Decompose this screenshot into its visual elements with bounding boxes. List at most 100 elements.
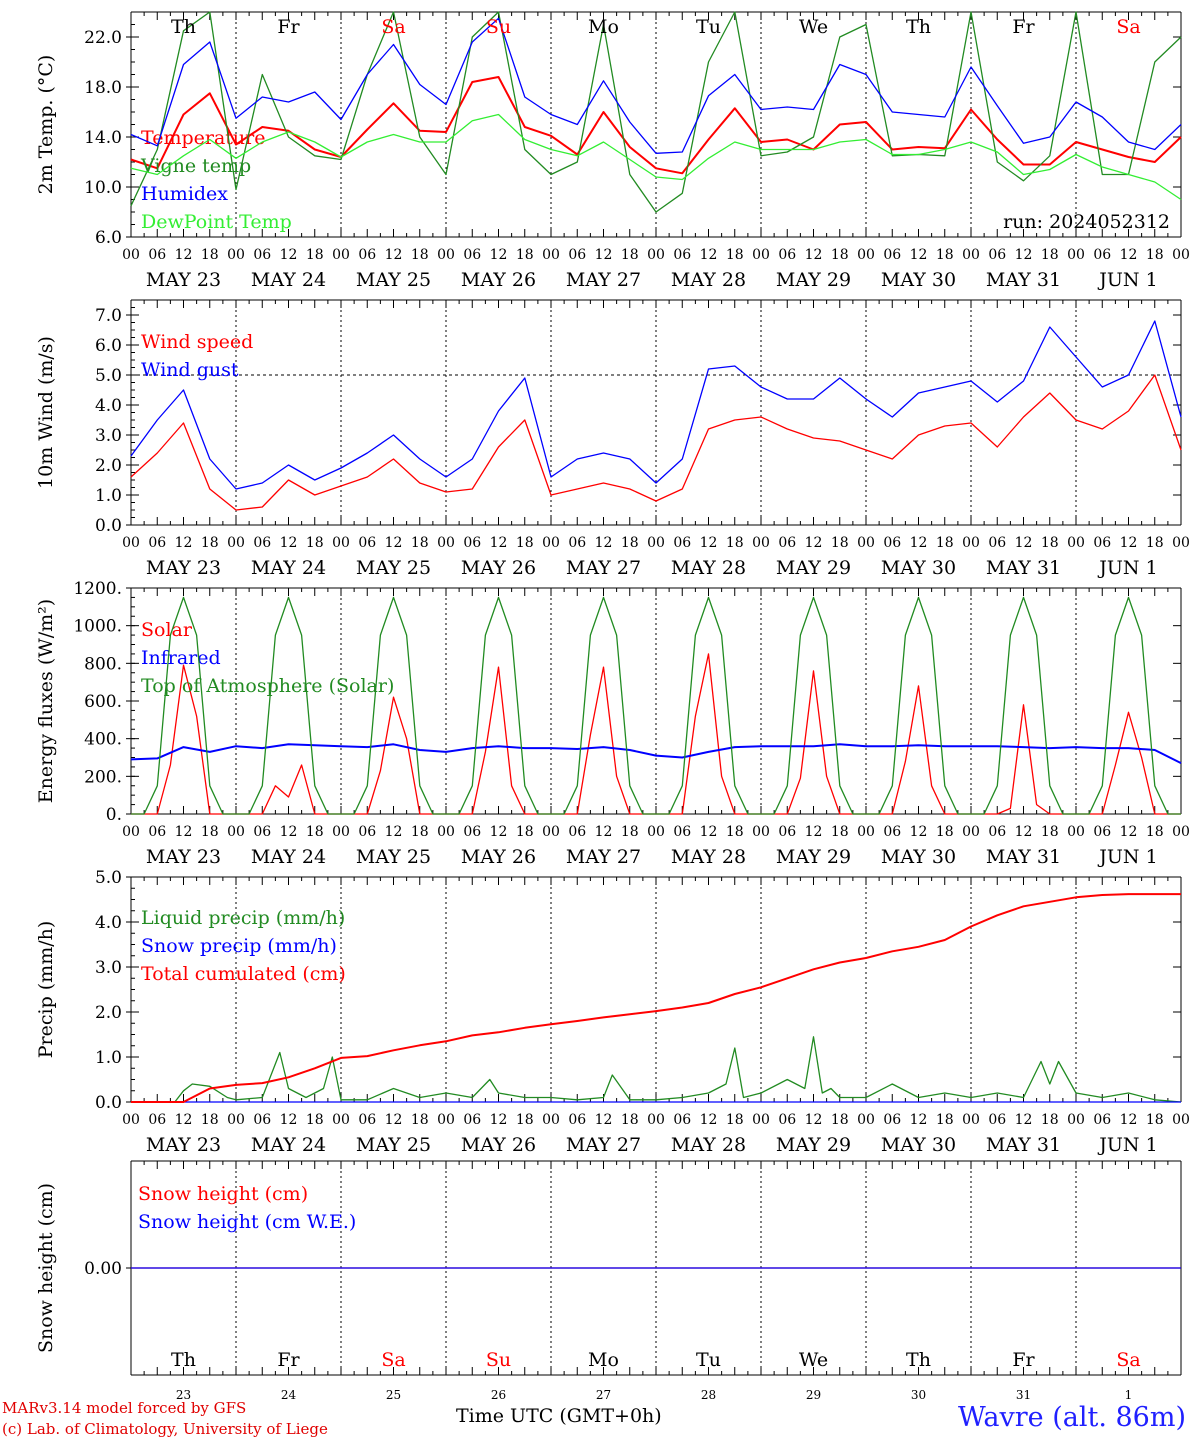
hour-label: 12 [910,1112,928,1128]
legend-vigne-temp: Vigne temp [140,155,251,177]
hour-label: 06 [568,1112,586,1128]
y-tick-label: 400. [84,730,122,750]
hour-label: 06 [463,824,481,840]
date-label: MAY 30 [881,557,956,579]
weekday-label-top: We [799,16,828,38]
hour-label: 00 [542,247,560,263]
hour-label: 18 [516,824,534,840]
hour-label: 06 [1093,247,1111,263]
panel-4: 0.0 1.0 2.0 3.0 4.0 5.0 Precip (mm/h) Liquid pr… [35,868,1190,1156]
hour-label: 00 [542,535,560,551]
date-label: MAY 24 [251,557,326,579]
hour-label: 06 [988,247,1006,263]
hour-label: 18 [201,247,219,263]
hour-label: 00 [332,1112,350,1128]
weekday-label-bottom: Fr [277,1349,300,1371]
y-tick-label: 2.0 [95,456,122,476]
date-label: MAY 29 [776,557,851,579]
hour-label: 00 [1067,247,1085,263]
y-tick-label: 4.0 [95,913,122,933]
legend-wind-gust: Wind gust [141,359,239,381]
hour-label: 12 [280,247,298,263]
hour-label: 18 [936,1112,954,1128]
hour-label: 18 [726,535,744,551]
hour-label: 00 [647,1112,665,1128]
hour-label: 06 [358,1112,376,1128]
day-number-label: 29 [806,1388,821,1402]
hour-label: 18 [726,247,744,263]
hour-label: 18 [1041,824,1059,840]
y-tick-label: 7.0 [95,306,122,326]
date-label: MAY 31 [986,269,1061,291]
hour-label: 00 [542,1112,560,1128]
day-number-label: 28 [701,1388,716,1402]
hour-label: 18 [936,824,954,840]
hour-label: 12 [490,824,508,840]
hour-label: 00 [1172,1112,1190,1128]
hour-label: 00 [962,824,980,840]
hour-label: 06 [883,247,901,263]
y-axis-label: 2m Temp. (°C) [35,55,57,195]
panel-1: 6.0 10.0 14.0 18.0 22.0 2m Temp. (°C) Temperat… [35,11,1190,291]
hour-label: 18 [621,1112,639,1128]
series-line-liquid-precip-mm-h- [131,1036,1182,1103]
weekday-label-top: Mo [588,16,619,38]
date-label: MAY 28 [671,557,746,579]
y-tick-label: 5.0 [95,366,122,386]
date-label: JUN 1 [1097,557,1157,579]
hour-label: 18 [831,535,849,551]
hour-label: 00 [122,535,140,551]
hour-label: 00 [227,247,245,263]
legend-top-of-atmosphere-solar-: Top of Atmosphere (Solar) [141,675,394,697]
hour-label: 00 [332,535,350,551]
hour-label: 12 [385,247,403,263]
hour-label: 12 [595,824,613,840]
hour-label: 00 [1172,535,1190,551]
hour-label: 00 [1067,535,1085,551]
y-tick-label: 3.0 [95,426,122,446]
hour-label: 18 [936,535,954,551]
hour-label: 00 [437,1112,455,1128]
date-label: MAY 23 [146,846,221,868]
date-label: MAY 27 [566,557,641,579]
hour-label: 06 [883,535,901,551]
date-label: MAY 26 [461,269,536,291]
run-label: run: 2024052312 [1003,211,1170,233]
hour-label: 12 [1120,247,1138,263]
y-axis-label: Precip (mm/h) [35,921,57,1059]
hour-label: 06 [358,824,376,840]
hour-label: 18 [726,1112,744,1128]
date-label: MAY 26 [461,1134,536,1156]
day-number-label: 25 [386,1388,401,1402]
hour-label: 06 [883,824,901,840]
hour-label: 12 [280,824,298,840]
weekday-label-bottom: Th [171,1349,196,1371]
series-line-top-of-atmosphere-solar- [131,596,1181,815]
legend-snow-precip-mm-h-: Snow precip (mm/h) [141,935,337,957]
hour-label: 18 [1041,247,1059,263]
hour-label: 12 [490,535,508,551]
hour-label: 00 [227,535,245,551]
weekday-label-bottom: Su [486,1349,511,1371]
hour-label: 00 [752,1112,770,1128]
date-label: MAY 27 [566,846,641,868]
hour-label: 00 [647,824,665,840]
hour-label: 18 [201,824,219,840]
weekday-label-bottom: Fr [1012,1349,1035,1371]
hour-label: 00 [227,1112,245,1128]
date-label: MAY 28 [671,269,746,291]
day-number-label: 27 [596,1388,611,1402]
date-label: MAY 31 [986,557,1061,579]
y-tick-label: 0.00 [84,1259,122,1279]
hour-label: 00 [437,535,455,551]
hour-label: 12 [595,535,613,551]
hour-label: 06 [988,535,1006,551]
day-number-label: 26 [491,1388,506,1402]
y-tick-label: 2.0 [95,1003,122,1023]
hour-label: 06 [463,535,481,551]
hour-label: 06 [148,535,166,551]
hour-label: 12 [175,824,193,840]
hour-label: 12 [805,247,823,263]
date-label: JUN 1 [1097,269,1157,291]
hour-label: 06 [673,824,691,840]
